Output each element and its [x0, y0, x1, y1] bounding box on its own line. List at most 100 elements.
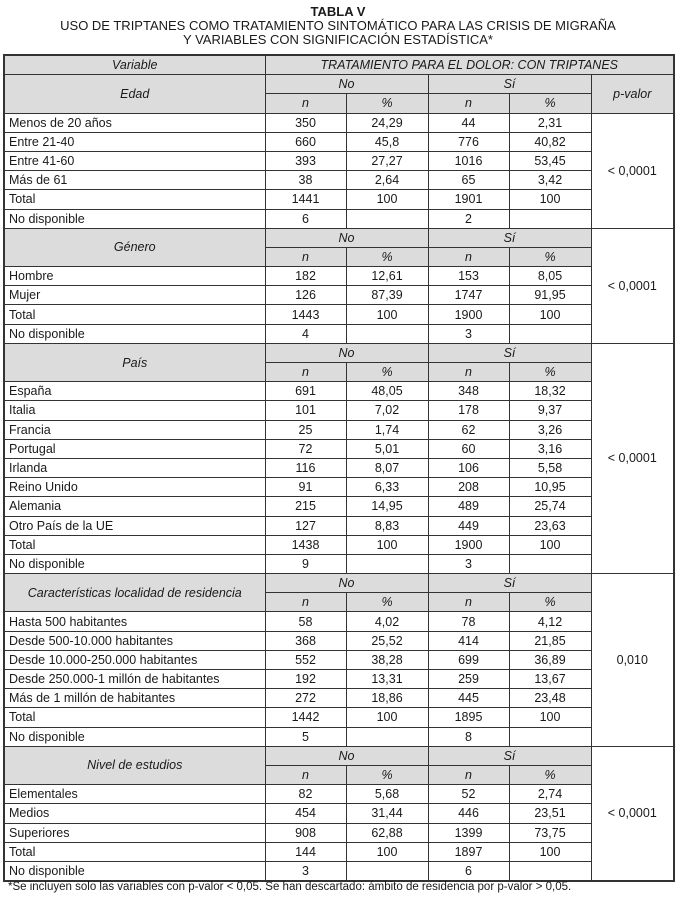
n-header: n: [264, 361, 347, 383]
n-header: n: [264, 93, 347, 114]
no-pct: 2,64: [345, 170, 429, 191]
results-table: Variable TRATAMIENTO PARA EL DOLOR: CON …: [3, 54, 676, 883]
no-header: No: [264, 745, 429, 766]
row-label: Portugal: [3, 438, 266, 459]
table-row: Irlanda 116 8,07 106 5,58: [3, 457, 674, 479]
si-pct: 10,95: [508, 477, 592, 498]
table-row: Italia 101 7,02 178 9,37: [3, 400, 674, 421]
n-header: n: [427, 592, 510, 613]
si-n: 1900: [427, 304, 510, 325]
no-n: 454: [264, 803, 347, 824]
table-row: Elementales 82 5,68 52 2,74: [3, 784, 674, 805]
no-n: 1438: [264, 534, 347, 555]
no-header: No: [264, 227, 429, 248]
no-pct: 8,07: [345, 457, 429, 479]
no-pct: 8,83: [345, 515, 429, 536]
si-pct: 3,42: [508, 170, 592, 191]
no-n: 91: [264, 477, 347, 498]
no-n: 691: [264, 381, 347, 402]
n-header: n: [264, 592, 347, 613]
pct-header: %: [345, 361, 429, 383]
pvalue-cell: < 0,0001: [590, 227, 675, 344]
si-n: 449: [427, 515, 510, 536]
si-pct: 18,32: [508, 381, 592, 402]
no-n: 82: [264, 784, 347, 805]
no-pct: 87,39: [345, 285, 429, 306]
no-n: 552: [264, 649, 347, 671]
row-label: Total: [3, 841, 266, 862]
row-label: Superiores: [3, 822, 266, 843]
no-n: 215: [264, 496, 347, 517]
no-n: 1443: [264, 304, 347, 325]
si-n: 208: [427, 477, 510, 498]
no-n: 72: [264, 438, 347, 459]
pvalue-cell: 0,010: [590, 573, 675, 747]
table-row: España 691 48,05 348 18,32: [3, 381, 674, 402]
group-name: Nivel de estudios: [3, 745, 266, 786]
row-label: Francia: [3, 419, 266, 440]
pct-header: %: [345, 246, 429, 268]
group-header-row: Nivel de estudios No Sí < 0,0001: [3, 745, 675, 882]
table-row: Mujer 126 87,39 1747 91,95: [3, 285, 674, 306]
si-pct: 100: [508, 304, 592, 325]
si-pct: 4,12: [508, 611, 592, 632]
si-pct: 21,85: [508, 630, 592, 651]
si-pct: 100: [508, 534, 592, 555]
table-row: Menos de 20 años 350 24,29 44 2,31 < 0,0001: [3, 112, 675, 229]
table-row: Más de 61 38 2,64 65 3,42: [3, 170, 674, 191]
table-row: Portugal 72 5,01 60 3,16: [3, 438, 674, 459]
no-pct: 25,52: [345, 630, 429, 651]
row-label: Desde 10.000-250.000 habitantes: [3, 649, 266, 671]
table-row: Francia 25 1,74 62 3,26: [3, 419, 674, 440]
group-header-row: Género No Sí < 0,0001: [3, 227, 675, 344]
table-row: Total 144 100 1897 100: [3, 841, 674, 862]
table-row: No disponible 6 2: [3, 208, 674, 229]
no-pct: 38,28: [345, 649, 429, 671]
no-n: 182: [264, 266, 347, 287]
no-n: 908: [264, 822, 347, 843]
si-n: 699: [427, 649, 510, 671]
no-pct: 4,02: [345, 611, 429, 632]
no-n: 25: [264, 419, 347, 440]
group-name: Edad: [3, 74, 266, 114]
table-row: No disponible 5 8: [3, 726, 674, 747]
si-pct: 8,05: [508, 266, 592, 287]
si-pct: 91,95: [508, 285, 592, 306]
group-header-row: País No Sí < 0,0001: [3, 342, 675, 575]
row-label: Reino Unido: [3, 477, 266, 498]
row-label: Total: [3, 189, 266, 210]
si-n: 65: [427, 170, 510, 191]
row-label: Total: [3, 707, 266, 728]
row-label: Alemania: [3, 496, 266, 517]
no-pct: 62,88: [345, 822, 429, 843]
row-label: Más de 61: [3, 170, 266, 191]
si-n: 78: [427, 611, 510, 632]
si-pct: 13,67: [508, 668, 592, 690]
pct-header: %: [345, 764, 429, 786]
table-row: Otro País de la UE 127 8,83 449 23,63: [3, 515, 674, 536]
table-title: TABLA V USO DE TRIPTANES COMO TRATAMIENT…: [0, 0, 676, 47]
si-n: 1895: [427, 707, 510, 728]
pct-header: %: [508, 764, 592, 786]
table-row: Entre 41-60 393 27,27 1016 53,45: [3, 150, 674, 172]
no-pct: 18,86: [345, 688, 429, 709]
table-row: Más de 1 millón de habitantes 272 18,86 445…: [3, 688, 674, 709]
si-n: 259: [427, 668, 510, 690]
group-header-row: Características localidad de residencia N…: [3, 573, 675, 747]
row-label: No disponible: [3, 208, 266, 229]
table-row: Total 1443 100 1900 100: [3, 304, 674, 325]
row-label: Irlanda: [3, 457, 266, 479]
row-label: Hombre: [3, 266, 266, 287]
no-pct: [345, 208, 429, 229]
no-n: 192: [264, 668, 347, 690]
table-row: Hombre 182 12,61 153 8,05: [3, 266, 674, 287]
table-row: Medios 454 31,44 446 23,51: [3, 803, 674, 824]
table-row: Desde 10.000-250.000 habitantes 552 38,28 6…: [3, 649, 674, 671]
no-pct: 1,74: [345, 419, 429, 440]
si-n: 44: [427, 112, 510, 133]
no-pct: [345, 726, 429, 747]
si-pct: [508, 323, 592, 344]
no-pct: 5,01: [345, 438, 429, 459]
si-pct: 25,74: [508, 496, 592, 517]
n-header: n: [427, 93, 510, 114]
